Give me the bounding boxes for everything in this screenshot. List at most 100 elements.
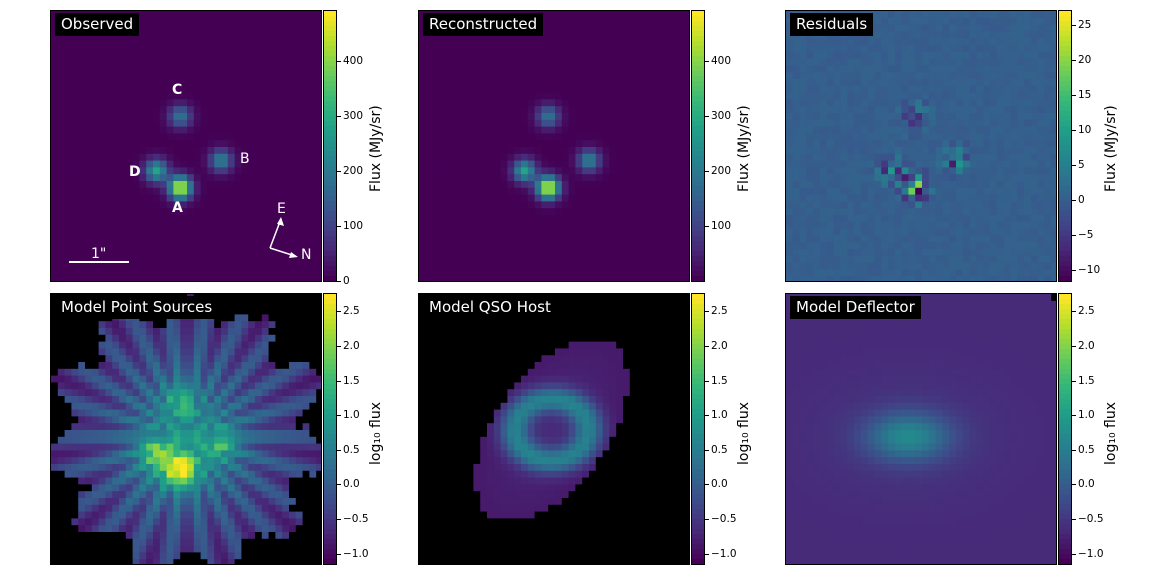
observed-pixel	[173, 79, 181, 87]
reconstructed-pixel	[684, 58, 689, 66]
reconstructed-pixel	[493, 249, 502, 257]
colorbar-step	[692, 186, 704, 192]
reconstructed-pixel	[657, 194, 665, 202]
residuals-pixel	[881, 269, 889, 277]
residuals-pixel	[847, 167, 855, 175]
residuals-pixel	[901, 215, 909, 223]
reconstructed-pixel	[657, 38, 665, 46]
residuals-pixel	[826, 58, 835, 66]
residuals-pixel	[1017, 276, 1025, 281]
residuals-pixel	[847, 187, 855, 196]
observed-pixel	[180, 221, 188, 230]
residuals-pixel	[935, 276, 943, 281]
reconstructed-pixel	[561, 119, 570, 128]
reconstructed-pixel	[555, 31, 563, 39]
residuals-pixel	[983, 11, 991, 19]
observed-pixel	[119, 58, 127, 66]
observed-pixel	[234, 92, 242, 100]
observed-pixel	[125, 235, 134, 243]
reconstructed-pixel	[521, 72, 529, 80]
observed-pixel	[248, 24, 256, 32]
residuals-pixel	[935, 249, 943, 257]
observed-pixel	[153, 126, 161, 134]
observed-pixel	[234, 17, 242, 26]
reconstructed-pixel	[487, 269, 495, 277]
reconstructed-pixel	[575, 24, 583, 32]
observed-pixel	[255, 181, 263, 189]
residuals-pixel	[949, 133, 957, 141]
residuals-pixel	[928, 38, 937, 46]
reconstructed-pixel	[514, 58, 522, 66]
reconstructed-pixel	[643, 221, 651, 230]
residuals-pixel	[1037, 235, 1045, 243]
observed-pixel	[64, 249, 72, 257]
residuals-pixel	[949, 140, 957, 148]
reconstructed-pixel	[507, 58, 515, 66]
observed-pixel	[125, 140, 134, 148]
residuals-pixel	[1003, 228, 1011, 236]
residuals-pixel	[1024, 72, 1032, 80]
residuals-pixel	[1010, 215, 1018, 223]
reconstructed-pixel	[432, 99, 440, 107]
observed-pixel	[187, 65, 195, 73]
reconstructed-pixel	[561, 228, 570, 236]
reconstructed-pixel	[459, 208, 468, 216]
residuals-pixel	[990, 242, 998, 250]
observed-pixel	[153, 174, 161, 182]
colorbar-step	[1059, 56, 1071, 62]
reconstructed-pixel	[568, 65, 576, 73]
reconstructed-pixel	[568, 249, 576, 257]
reconstructed-pixel	[568, 160, 576, 168]
observed-pixel	[146, 133, 154, 141]
observed-pixel	[71, 201, 79, 209]
reconstructed-pixel	[575, 153, 583, 162]
reconstructed-pixel	[432, 113, 440, 121]
reconstructed-pixel	[500, 276, 508, 281]
residuals-pixel	[996, 215, 1005, 223]
residuals-pixel	[888, 17, 896, 26]
reconstructed-pixel	[609, 99, 617, 107]
observed-pixel	[248, 126, 256, 134]
reconstructed-pixel	[419, 133, 427, 141]
residuals-pixel	[860, 181, 869, 189]
observed-pixel	[91, 58, 100, 66]
residuals-pixel	[799, 228, 807, 236]
observed-pixel	[193, 99, 202, 107]
reconstructed-pixel	[419, 194, 427, 202]
residuals-pixel	[928, 235, 937, 243]
observed-pixel	[105, 106, 113, 114]
observed-pixel	[221, 24, 229, 32]
residuals-pixel	[1030, 65, 1039, 73]
residuals-pixel	[826, 215, 835, 223]
residuals-pixel	[983, 147, 991, 155]
observed-pixel	[248, 167, 256, 175]
observed-pixel	[255, 106, 263, 114]
observed-pixel	[207, 24, 215, 32]
residuals-pixel	[786, 65, 794, 73]
reconstructed-pixel	[568, 85, 576, 94]
observed-pixel	[71, 126, 79, 134]
reconstructed-pixel	[609, 242, 617, 250]
residuals-pixel	[949, 119, 957, 128]
residuals-pixel	[806, 92, 814, 100]
observed-pixel	[132, 65, 140, 73]
reconstructed-pixel	[657, 147, 665, 155]
reconstructed-pixel	[595, 58, 604, 66]
reconstructed-pixel	[425, 181, 434, 189]
reconstructed-pixel	[582, 79, 590, 87]
residuals-pixel	[820, 167, 828, 175]
residuals-pixel	[1003, 11, 1011, 19]
reconstructed-pixel	[534, 181, 542, 189]
reconstructed-pixel	[534, 269, 542, 277]
observed-pixel	[166, 72, 174, 80]
observed-pixel	[146, 181, 154, 189]
reconstructed-pixel	[623, 153, 631, 162]
reconstructed-pixel	[446, 255, 454, 264]
residuals-pixel	[792, 167, 801, 175]
reconstructed-pixel	[507, 99, 515, 107]
residuals-pixel	[922, 11, 930, 19]
reconstructed-pixel	[514, 249, 522, 257]
residuals-pixel	[847, 65, 855, 73]
reconstructed-pixel	[561, 194, 570, 202]
residuals-pixel	[867, 79, 875, 87]
